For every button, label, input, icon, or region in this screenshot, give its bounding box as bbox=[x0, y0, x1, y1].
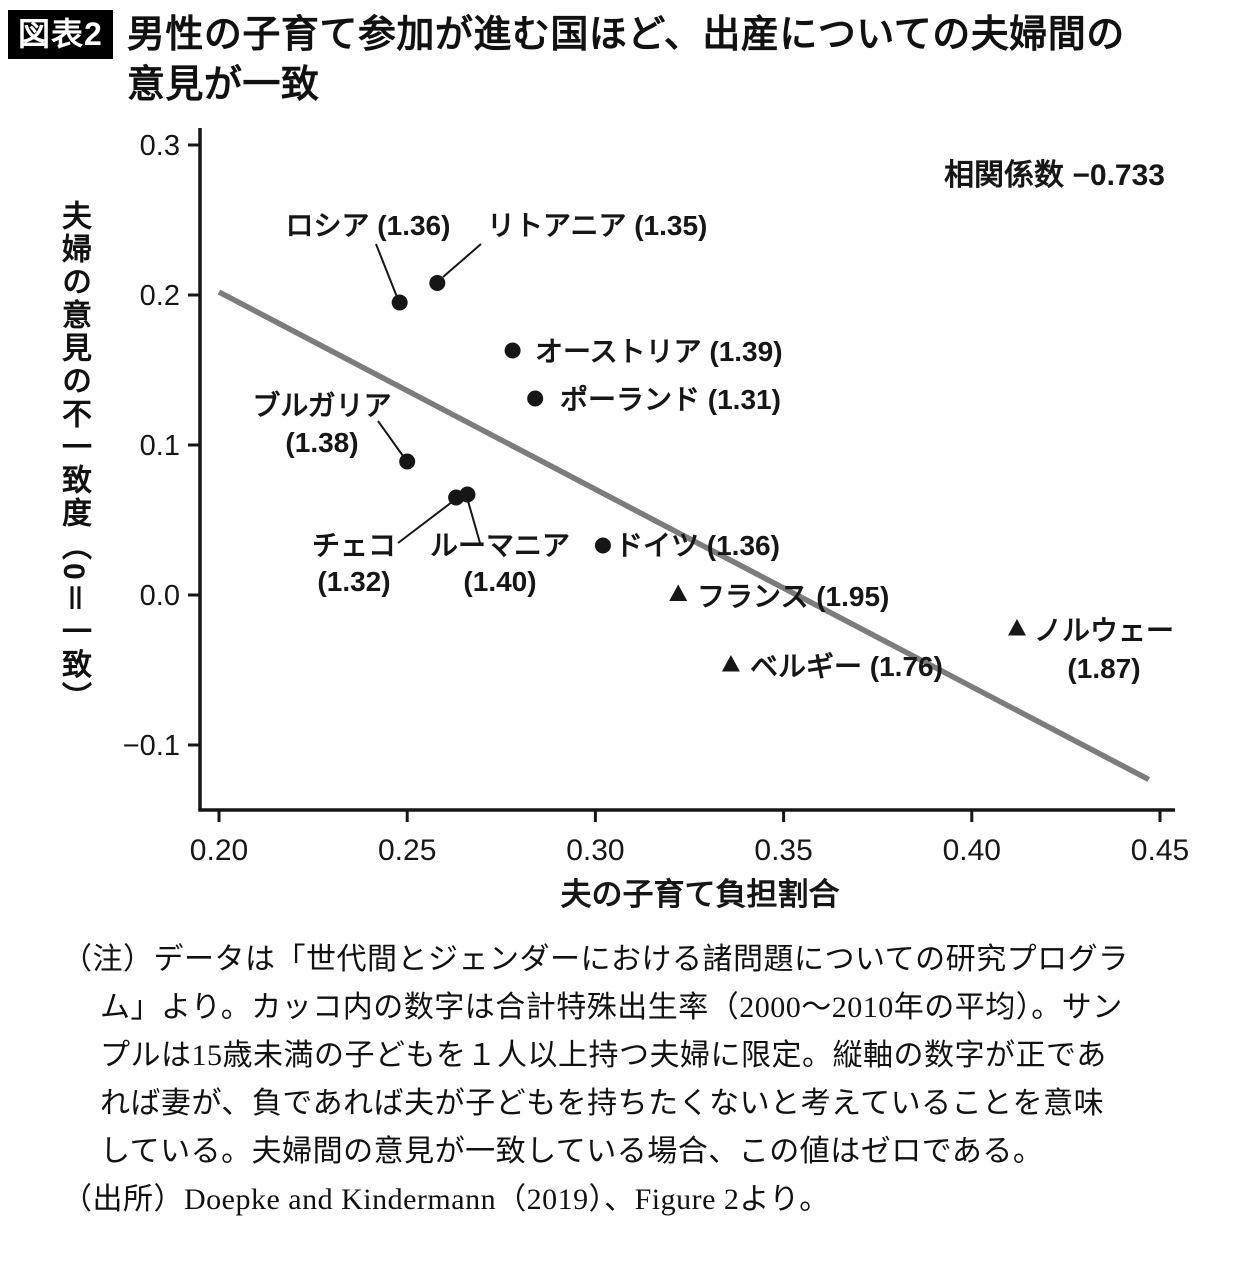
point-label-bulgaria: ブルガリア(1.38) bbox=[252, 389, 391, 458]
note-line: （注）データは「世代間とジェンダーにおける諸問題についての研究プログラ bbox=[62, 943, 1129, 976]
point-label-lithuania: リトアニア (1.35) bbox=[487, 210, 707, 241]
point-label-germany: ドイツ (1.36) bbox=[615, 530, 780, 561]
x-axis-label: 夫の子育て負担割合 bbox=[561, 877, 840, 912]
point-label-russia: ロシア (1.36) bbox=[286, 210, 451, 241]
y-tick-label: −0.1 bbox=[123, 730, 180, 762]
point-norway bbox=[1007, 619, 1026, 636]
point-russia bbox=[391, 294, 408, 311]
y-tick-label: 0.2 bbox=[140, 280, 180, 312]
point-austria bbox=[504, 342, 521, 359]
label-leader-romania bbox=[467, 500, 481, 544]
note-line: れば妻が、負であれば夫が子どもを持ちたくないと考えていることを意味 bbox=[100, 1087, 1105, 1120]
point-france bbox=[669, 584, 688, 601]
point-label-norway: ノルウェー(1.87) bbox=[1034, 615, 1174, 684]
note-line: ム」より。カッコ内の数字は合計特殊出生率（2000〜2010年の平均）。サン bbox=[100, 991, 1123, 1024]
x-tick-label: 0.45 bbox=[1131, 834, 1189, 867]
x-tick-label: 0.20 bbox=[190, 834, 248, 867]
note-line: している。夫婦間の意見が一致している場合、この値はゼロである。 bbox=[100, 1135, 1044, 1168]
point-label-romania: ルーマニア(1.40) bbox=[430, 530, 570, 597]
label-leader-czech bbox=[397, 501, 453, 544]
figure-title-line1: 男性の子育て参加が進む国ほど、出産についての夫婦間の bbox=[126, 14, 1125, 56]
label-leader-bulgaria bbox=[377, 420, 404, 457]
point-romania bbox=[459, 486, 476, 503]
x-tick-label: 0.35 bbox=[754, 834, 812, 867]
notes-block: （注）データは「世代間とジェンダーにおける諸問題についての研究プログラ ム」より… bbox=[62, 936, 1223, 1224]
point-lithuania bbox=[429, 275, 446, 291]
x-tick-label: 0.30 bbox=[566, 834, 624, 867]
y-tick-label: 0.0 bbox=[140, 580, 180, 612]
point-poland bbox=[527, 390, 544, 407]
point-label-belgium: ベルギー (1.76) bbox=[750, 651, 943, 682]
point-bulgaria bbox=[399, 453, 416, 470]
figure-title-line2: 意見が一致 bbox=[126, 64, 320, 106]
trend-line bbox=[217, 289, 1150, 782]
point-label-austria: オーストリア (1.39) bbox=[535, 336, 783, 367]
correlation-annotation: 相関係数 −0.733 bbox=[944, 159, 1165, 192]
point-label-france: フランス (1.95) bbox=[697, 581, 889, 612]
figure-title: 男性の子育て参加が進む国ほど、出産についての夫婦間の 意見が一致 bbox=[127, 10, 1125, 110]
source-line: （出所）Doepke and Kindermann（2019）、Figure 2… bbox=[62, 1183, 830, 1216]
y-tick-label: 0.3 bbox=[140, 130, 180, 162]
x-tick-label: 0.25 bbox=[378, 834, 436, 867]
label-leader-russia bbox=[375, 243, 398, 298]
note-line: プルは15歳未満の子どもを１人以上持つ夫婦に限定。縦軸の数字が正であ bbox=[100, 1039, 1107, 1072]
point-label-poland: ポーランド (1.31) bbox=[560, 384, 781, 415]
x-tick-label: 0.40 bbox=[943, 834, 1001, 867]
y-tick-label: 0.1 bbox=[140, 430, 180, 462]
point-label-czech: チェコ(1.32) bbox=[312, 530, 396, 597]
scatter-chart: 0.3 0.2 0.1 0.0 −0.1 0.20 0.25 0.30 0.35 0.40 0.45… bbox=[123, 128, 1189, 912]
figure-badge: 図表2 bbox=[8, 10, 113, 59]
y-axis-title: 夫婦の意見の不一致度（0＝一致） bbox=[57, 200, 90, 715]
point-germany bbox=[594, 537, 611, 554]
point-belgium bbox=[721, 655, 740, 672]
figure-header: 図表2 男性の子育て参加が進む国ほど、出産についての夫婦間の 意見が一致 bbox=[8, 10, 1125, 110]
label-leader-lithuania bbox=[442, 243, 482, 278]
